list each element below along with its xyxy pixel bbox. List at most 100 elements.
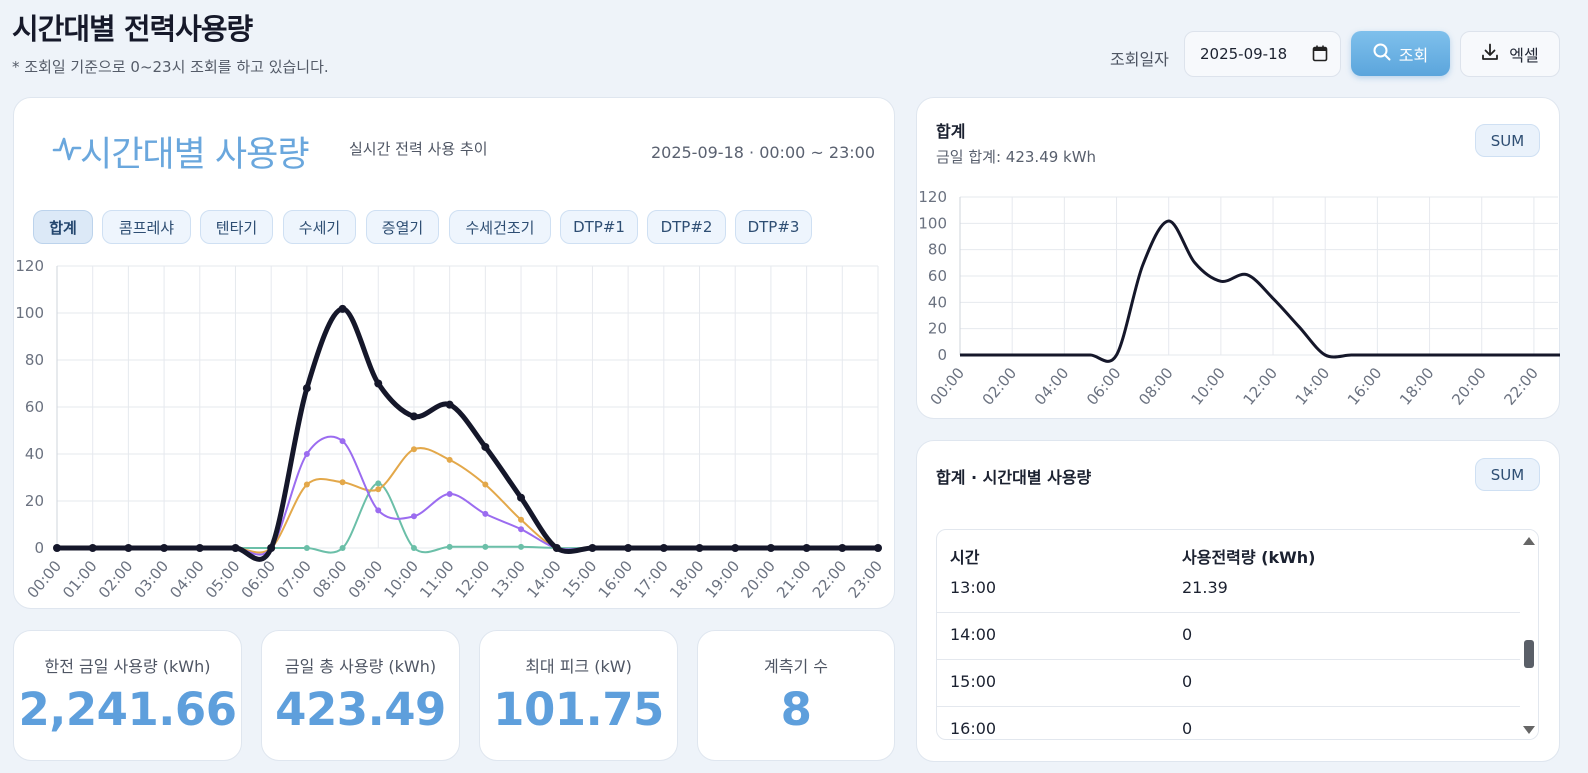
data-point <box>552 544 561 552</box>
x-tick-label: 04:00 <box>166 557 208 602</box>
column-header-time: 시간 <box>950 548 980 567</box>
data-point <box>659 544 668 552</box>
filter-tab-dtp2[interactable]: DTP#2 <box>647 210 726 244</box>
x-tick-label: 21:00 <box>773 557 815 602</box>
data-point <box>838 544 847 552</box>
series-line <box>56 482 878 554</box>
filter-tab-wash-dryer[interactable]: 수세건조기 <box>449 210 551 244</box>
data-point <box>731 544 740 552</box>
table-row: 14:00 0 <box>937 613 1522 660</box>
y-tick-label: 20 <box>25 492 44 510</box>
data-point <box>695 544 704 552</box>
usage-line-chart[interactable]: 0 20 40 60 80 100 120 00:0001:0002:0003:0004:00… <box>0 250 900 615</box>
value-cell: 0 <box>1182 672 1193 691</box>
filter-tab-tenter[interactable]: 텐타기 <box>200 210 273 244</box>
x-tick-label: 05:00 <box>202 557 244 602</box>
x-tick-label: 17:00 <box>630 557 672 602</box>
time-cell: 16:00 <box>950 719 997 738</box>
stat-value: 2,241.66 <box>18 683 237 736</box>
data-point <box>446 490 453 497</box>
x-tick-label: 01:00 <box>59 557 101 602</box>
data-point <box>303 451 310 457</box>
data-point <box>446 456 453 463</box>
table-sum-badge[interactable]: SUM <box>1475 458 1540 491</box>
filter-tab-steamer[interactable]: 증열기 <box>366 210 439 244</box>
sum-badge[interactable]: SUM <box>1475 124 1540 157</box>
data-point <box>374 379 383 388</box>
filter-tab-total[interactable]: 합계 <box>33 210 93 244</box>
search-icon <box>1373 43 1391 65</box>
x-tick-label: 02:00 <box>979 364 1021 409</box>
table-scrollbar[interactable] <box>1520 530 1538 739</box>
value-cell: 0 <box>1182 719 1193 738</box>
data-point <box>375 480 382 487</box>
data-point <box>339 545 346 551</box>
activity-icon <box>52 134 82 166</box>
scroll-down-icon <box>1523 726 1535 734</box>
filter-tab-dtp3[interactable]: DTP#3 <box>735 210 812 244</box>
data-point <box>446 543 453 550</box>
sum-line-chart[interactable]: 0 20 40 60 80 100 120 00:00 02:00 04:00 06:00 08:00… <box>916 185 1560 415</box>
stat-value: 423.49 <box>275 683 446 736</box>
x-tick-label: 20:00 <box>1448 364 1490 409</box>
search-button[interactable]: 조회 <box>1351 31 1450 76</box>
x-tick-label: 03:00 <box>131 557 173 602</box>
data-point <box>303 545 310 551</box>
hourly-table[interactable]: 13:00 21.39 시간 사용전력량 (kWh) 14:00 0 15:00… <box>936 529 1539 740</box>
y-tick-label: 80 <box>25 351 44 369</box>
x-tick-label: 20:00 <box>737 557 779 602</box>
x-tick-label: 00:00 <box>926 364 968 409</box>
x-tick-label: 02:00 <box>95 557 137 602</box>
y-tick-label: 0 <box>34 539 44 557</box>
filter-tab-dtp1[interactable]: DTP#1 <box>560 210 638 244</box>
data-point <box>410 513 417 520</box>
series-line <box>56 447 878 554</box>
time-cell: 15:00 <box>950 672 997 691</box>
x-tick-label: 16:00 <box>1344 364 1386 409</box>
y-tick-label: 0 <box>937 346 947 364</box>
x-tick-label: 10:00 <box>1187 364 1229 409</box>
filter-tab-compressor[interactable]: 콤프레샤 <box>102 210 191 244</box>
y-tick-label: 120 <box>15 257 44 275</box>
data-point <box>339 479 346 486</box>
x-tick-label: 13:00 <box>488 557 530 602</box>
data-point <box>802 544 811 552</box>
table-header: 시간 사용전력량 (kWh) <box>937 530 1522 576</box>
data-point <box>482 510 489 517</box>
data-point <box>195 544 204 552</box>
x-tick-label: 18:00 <box>666 557 708 602</box>
x-tick-label: 12:00 <box>1240 364 1282 409</box>
x-tick-label: 22:00 <box>809 557 851 602</box>
usage-chart-card <box>13 97 895 609</box>
data-point <box>302 384 311 393</box>
stat-label: 계측기 수 <box>764 657 828 676</box>
data-point <box>588 544 597 552</box>
data-point <box>303 481 310 488</box>
stat-label: 최대 피크 (kW) <box>525 657 632 676</box>
date-input[interactable]: 2025-09-18 <box>1184 31 1341 77</box>
data-point <box>338 304 347 313</box>
y-tick-label: 20 <box>928 320 947 338</box>
data-point <box>518 526 525 533</box>
x-tick-label: 06:00 <box>238 557 280 602</box>
data-point <box>124 544 133 552</box>
sum-card-subtitle: 금일 합계: 423.49 kWh <box>936 148 1097 166</box>
calendar-icon[interactable] <box>1312 45 1328 66</box>
stat-card-peak: 최대 피크 (kW) 101.75 <box>479 630 678 761</box>
data-point <box>482 543 489 550</box>
table-card-title: 합계 · 시간대별 사용량 <box>936 468 1092 487</box>
filter-tab-washer[interactable]: 수세기 <box>283 210 356 244</box>
value-cell: 21.39 <box>1182 578 1228 597</box>
data-point <box>53 544 61 552</box>
data-point <box>482 481 489 488</box>
data-point <box>766 544 775 552</box>
x-tick-label: 08:00 <box>1135 364 1177 409</box>
data-point <box>518 543 525 550</box>
x-tick-label: 16:00 <box>595 557 637 602</box>
y-tick-label: 80 <box>928 241 947 259</box>
excel-button[interactable]: 엑셀 <box>1460 31 1560 77</box>
x-tick-label: 10:00 <box>380 557 422 602</box>
data-point <box>267 544 276 552</box>
data-point <box>410 446 417 453</box>
data-point <box>410 545 417 551</box>
